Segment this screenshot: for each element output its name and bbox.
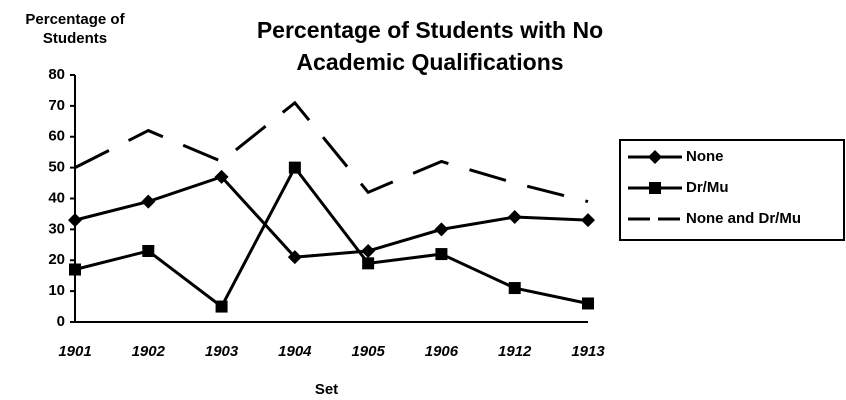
chart-title: Percentage of Students with No Academic …: [256, 17, 604, 75]
x-tick-label: 1913: [571, 343, 605, 360]
marker-square: [69, 263, 81, 276]
marker-square: [288, 161, 301, 174]
y-tick-label: 20: [48, 251, 65, 268]
y-tick-label: 0: [57, 313, 65, 330]
y-tick-label: 30: [48, 220, 65, 237]
legend-label: Dr/Mu: [686, 179, 729, 196]
marker-diamond: [214, 169, 229, 184]
series-line: [74, 100, 589, 204]
marker-square: [508, 282, 521, 295]
x-tick-label: 1903: [205, 343, 239, 360]
y-tick-label: 60: [48, 128, 65, 145]
x-tick-label: 1901: [58, 343, 91, 360]
y-tick-label: 50: [48, 159, 65, 176]
legend-marker: [648, 150, 662, 164]
series-line: [74, 164, 589, 309]
marker-square: [215, 300, 228, 313]
marker-diamond: [507, 210, 522, 225]
x-tick-label: 1905: [351, 343, 385, 360]
series-line: [74, 175, 589, 259]
marker-square: [142, 244, 155, 257]
marker-diamond: [287, 250, 302, 265]
marker-diamond: [361, 243, 376, 258]
x-tick-label: 1906: [425, 343, 459, 360]
legend-label: None: [686, 148, 724, 165]
x-tick-label: 1904: [278, 343, 312, 360]
x-axis-label: Set: [315, 381, 338, 398]
y-tick-label: 80: [48, 66, 65, 83]
x-tick-label: 1902: [132, 343, 166, 360]
legend-marker: [649, 182, 661, 194]
marker-square: [362, 257, 375, 270]
marker-diamond: [434, 222, 449, 237]
x-tick-label: 1912: [498, 343, 532, 360]
legend-label: None and Dr/Mu: [686, 210, 801, 227]
y-tick-label: 10: [48, 282, 65, 299]
marker-diamond: [68, 213, 82, 228]
marker-diamond: [581, 213, 595, 228]
y-tick-label: 70: [48, 97, 65, 114]
y-axis-label: Percentage of Students: [25, 11, 125, 47]
y-tick-label: 40: [48, 189, 65, 206]
marker-square: [582, 297, 594, 310]
marker-square: [435, 248, 448, 261]
marker-diamond: [141, 194, 156, 209]
